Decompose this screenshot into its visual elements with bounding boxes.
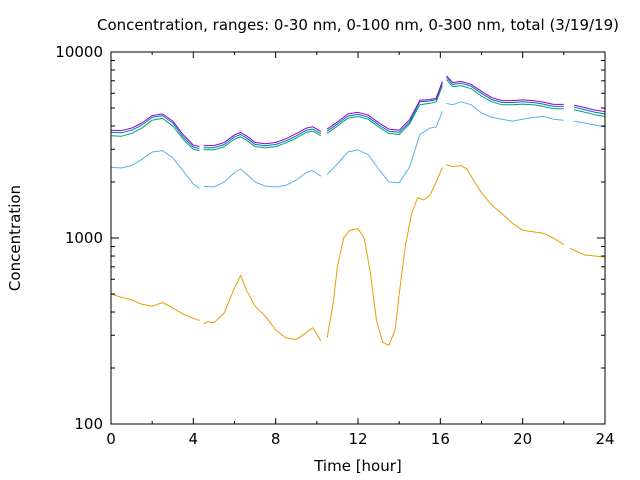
x-tick-label: 12 (348, 430, 367, 448)
x-tick-label: 24 (595, 430, 614, 448)
series-2-line-segment-0 (110, 117, 200, 152)
x-tick-label: 0 (106, 430, 116, 448)
x-axis-ticks: 0 4 8 12 16 20 24 (106, 52, 615, 448)
series-3-line-segment-4 (573, 106, 606, 115)
series-0-line-segment-4 (569, 247, 606, 258)
series-2-line-segment-2 (326, 85, 443, 135)
series-3 (110, 77, 606, 150)
series-0-line-segment-0 (110, 293, 200, 321)
series-3-line-segment-0 (110, 115, 200, 150)
series-1-line-segment-3 (446, 101, 564, 122)
series-0-line-segment-3 (446, 164, 565, 246)
y-tick-label: 1000 (65, 229, 103, 247)
series-0-line-segment-2 (326, 167, 443, 346)
chart-title: Concentration, ranges: 0-30 nm, 0-100 nm… (97, 16, 619, 34)
series-4-line-segment-3 (446, 75, 564, 105)
y-axis-ticks: 100 1000 10000 (55, 43, 605, 433)
series-2-line-segment-4 (573, 109, 606, 117)
series-1 (110, 101, 606, 189)
y-tick-label: 100 (74, 415, 103, 433)
series-2-line-segment-3 (446, 79, 564, 110)
x-tick-label: 4 (189, 430, 199, 448)
series-4-line-segment-1 (203, 126, 322, 147)
series-1-line-segment-2 (326, 111, 443, 184)
x-tick-label: 8 (271, 430, 281, 448)
series-4-line-segment-2 (326, 81, 443, 131)
series-0 (110, 164, 606, 346)
plot-series (110, 75, 606, 346)
series-0-line-segment-1 (203, 274, 322, 342)
series-4 (110, 75, 606, 148)
series-1-line-segment-0 (110, 150, 200, 189)
series-1-line-segment-1 (203, 168, 322, 188)
series-4-line-segment-4 (573, 104, 606, 113)
y-tick-label: 10000 (55, 43, 103, 61)
series-2 (110, 79, 606, 152)
y-axis-label: Concentration (6, 185, 24, 291)
x-axis-label: Time [hour] (313, 457, 402, 475)
x-tick-label: 16 (431, 430, 450, 448)
series-3-line-segment-1 (203, 128, 322, 149)
series-1-line-segment-4 (574, 120, 606, 128)
series-3-line-segment-2 (326, 83, 443, 133)
plot-frame (110, 51, 606, 425)
series-2-line-segment-1 (203, 130, 322, 151)
series-4-line-segment-0 (110, 113, 200, 148)
x-tick-label: 20 (513, 430, 532, 448)
series-3-line-segment-3 (446, 77, 564, 107)
